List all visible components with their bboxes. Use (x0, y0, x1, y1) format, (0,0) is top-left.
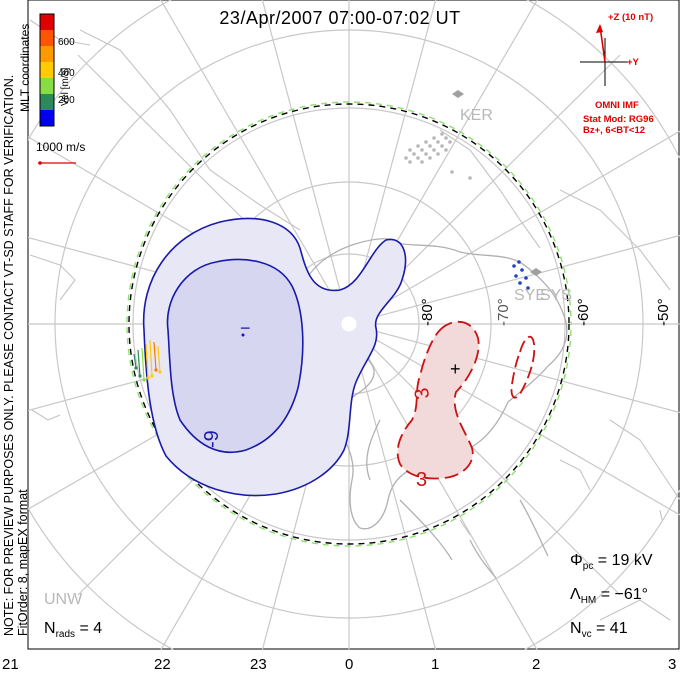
velocity-axis-label: Vel [m/s] (60, 67, 71, 106)
stat-n-rads: Nrads = 4 (44, 620, 103, 641)
colorbar-tick-600: 600 (58, 37, 75, 48)
hm-boundary-green (126, 101, 572, 547)
mlt-tick-22: 22 (154, 656, 171, 673)
fit-order-note: FitOrder: 8, mapEX format (16, 489, 30, 636)
mlt-tick-2: 2 (532, 656, 541, 673)
preview-note-line1: NOTE: FOR PREVIEW PURPOSES ONLY. PLEASE … (2, 74, 16, 636)
mlt-tick-1: 1 (431, 656, 440, 673)
mlt-tick-23: 23 (250, 656, 267, 673)
imf-y-label: +Y (627, 57, 639, 68)
lat-label-60: -60° (575, 298, 592, 326)
mlt-tick-0: 0 (345, 656, 354, 673)
coordinates-label: MLT coordinates (18, 23, 32, 112)
vectors-sys (512, 260, 530, 290)
imf-model: Stat Mod: RG96 (583, 114, 654, 125)
lat-label-80: -80° (419, 298, 436, 326)
negative-contour-label: -9 (201, 430, 223, 448)
vectors-unw (133, 339, 162, 382)
negative-cell-inner (166, 258, 304, 454)
lat-label-70: -70° (495, 298, 512, 326)
positive-cell (396, 321, 480, 480)
hm-boundary (128, 103, 570, 545)
map-title: 23/Apr/2007 07:00-07:02 UT (219, 8, 461, 28)
negative-cell-center: − (240, 318, 251, 338)
stat-phi-pc: Φpc = 19 kV (570, 552, 653, 573)
radar-label-sys: SYS (540, 287, 572, 304)
radar-label-unw: UNW (44, 591, 83, 608)
positive-cell-center: + (450, 359, 461, 379)
positive-cell-small (510, 335, 536, 399)
radar-site-sys (530, 268, 542, 276)
positive-contour-label-2: 3 (416, 469, 427, 491)
mlt-tick-21: 21 (2, 656, 19, 673)
stat-lambda-hm: ΛHM = −61° (570, 586, 649, 607)
preview-note: NOTE: FOR PREVIEW PURPOSES ONLY. PLEASE … (2, 75, 30, 636)
positive-contour-label-1: 3 (411, 386, 435, 401)
lat-label-50: -50° (655, 298, 672, 326)
imf-source: OMNI IMF (595, 100, 639, 111)
radar-fov-ker (404, 132, 472, 180)
radar-label-ker: KER (460, 107, 493, 124)
magnetic-pole (341, 316, 357, 332)
mlt-tick-3: 3 (668, 656, 677, 673)
outer-landmass (29, 19, 680, 621)
colorbar-tick-200: 200 (58, 95, 75, 106)
reference-vector-label: 1000 m/s (36, 140, 86, 154)
imf-condition: Bz+, 6<BT<12 (583, 125, 646, 136)
radar-site-ker (452, 90, 464, 98)
imf-z-label: +Z (10 nT) (608, 12, 654, 23)
stat-n-vc: Nvc = 41 (570, 620, 628, 641)
radar-label-sye: SYE (514, 287, 546, 304)
colorbar-tick-400: 400 (58, 68, 75, 79)
velocity-colorbar (39, 13, 55, 127)
